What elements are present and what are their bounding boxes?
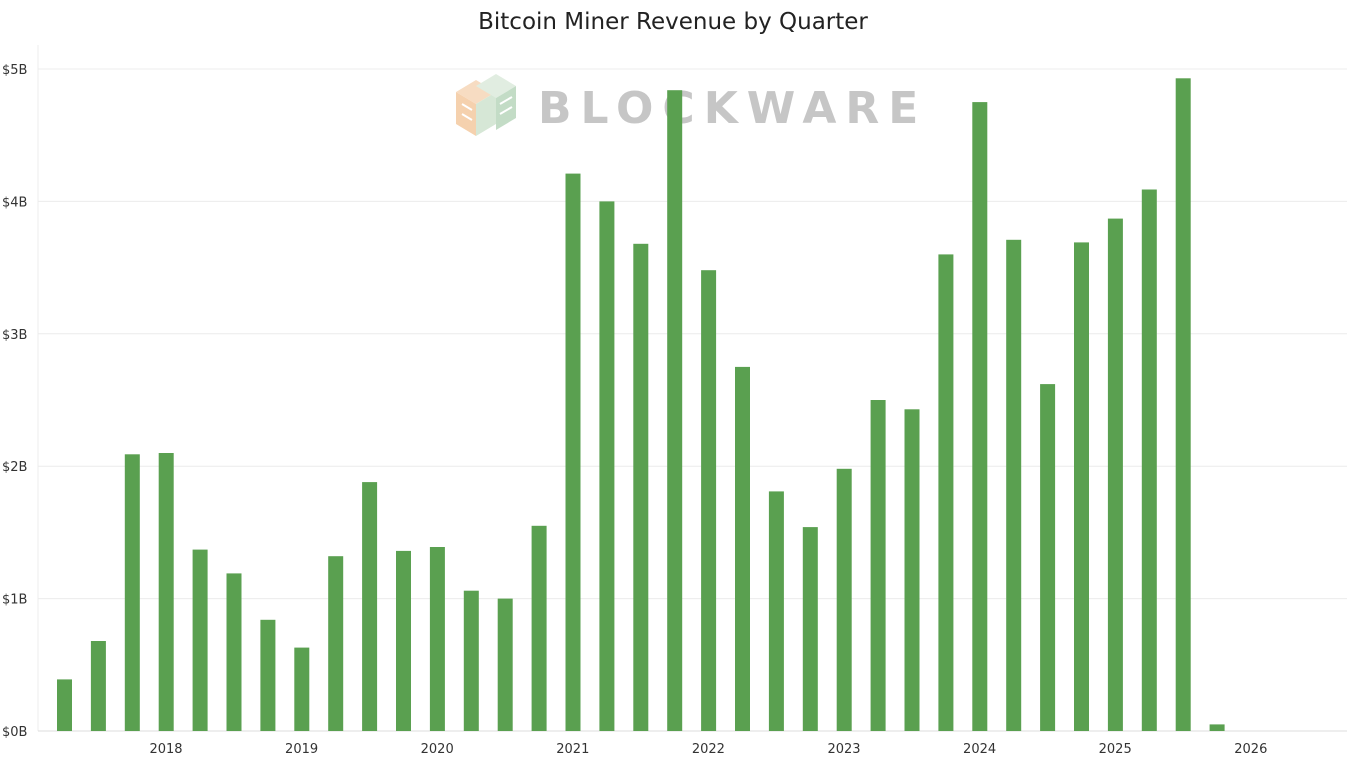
bar[interactable] <box>1074 242 1089 731</box>
bar[interactable] <box>904 409 920 731</box>
bar[interactable] <box>870 400 886 731</box>
bar[interactable] <box>1141 189 1157 732</box>
x-tick-label: 2019 <box>285 742 318 757</box>
x-tick-label: 2020 <box>421 742 454 757</box>
y-tick-label: $1B <box>2 593 27 608</box>
bar[interactable] <box>497 598 513 731</box>
chart-title: Bitcoin Miner Revenue by Quarter <box>478 9 868 35</box>
x-tick-label: 2021 <box>556 742 589 757</box>
bar[interactable] <box>158 453 174 731</box>
y-tick-label: $3B <box>2 328 27 343</box>
bar[interactable] <box>633 243 649 732</box>
x-tick-label: 2024 <box>963 742 996 757</box>
y-tick-label: $4B <box>2 195 27 210</box>
bar[interactable] <box>294 647 310 731</box>
x-tick-label: 2018 <box>149 742 182 757</box>
bar[interactable] <box>802 527 818 731</box>
gridlines <box>37 45 1347 732</box>
bar[interactable] <box>1107 218 1123 732</box>
y-tick-label: $0B <box>2 725 27 740</box>
bar[interactable] <box>531 525 547 731</box>
x-tick-label: 2025 <box>1099 742 1132 757</box>
bar[interactable] <box>226 573 242 731</box>
y-tick-label: $5B <box>2 63 27 78</box>
bar[interactable] <box>396 550 411 731</box>
blockware-logo-icon <box>456 74 516 136</box>
bar[interactable] <box>1175 78 1191 732</box>
bar[interactable] <box>57 679 72 731</box>
watermark-text: BLOCKWARE <box>538 83 927 134</box>
bar[interactable] <box>938 254 954 731</box>
bar[interactable] <box>735 366 750 731</box>
bar[interactable] <box>90 641 106 731</box>
bar[interactable] <box>328 556 344 731</box>
bar[interactable] <box>565 173 581 732</box>
bar[interactable] <box>1006 239 1022 732</box>
bar[interactable] <box>768 491 784 731</box>
y-tick-label: $2B <box>2 460 27 475</box>
bar[interactable] <box>124 454 140 731</box>
bar[interactable] <box>260 619 276 731</box>
watermark: BLOCKWARE <box>456 74 927 136</box>
x-tick-label: 2022 <box>692 742 725 757</box>
bar[interactable] <box>429 547 445 731</box>
bars <box>57 78 1225 732</box>
bar[interactable] <box>362 482 378 731</box>
bar[interactable] <box>701 270 717 731</box>
bar[interactable] <box>836 468 852 731</box>
bar[interactable] <box>192 549 208 731</box>
bar[interactable] <box>667 90 683 731</box>
bar[interactable] <box>599 201 615 731</box>
bar[interactable] <box>1209 724 1225 731</box>
bar[interactable] <box>1040 384 1056 731</box>
x-tick-label: 2026 <box>1234 742 1267 757</box>
x-tick-label: 2023 <box>827 742 860 757</box>
x-axis: 2018 2019 2020 2021 2022 2023 2024 2025 2026 <box>149 742 1267 757</box>
bar[interactable] <box>972 102 988 732</box>
y-axis: $0B $1B $2B $3B $4B $5B <box>2 63 27 740</box>
bar[interactable] <box>463 590 479 731</box>
